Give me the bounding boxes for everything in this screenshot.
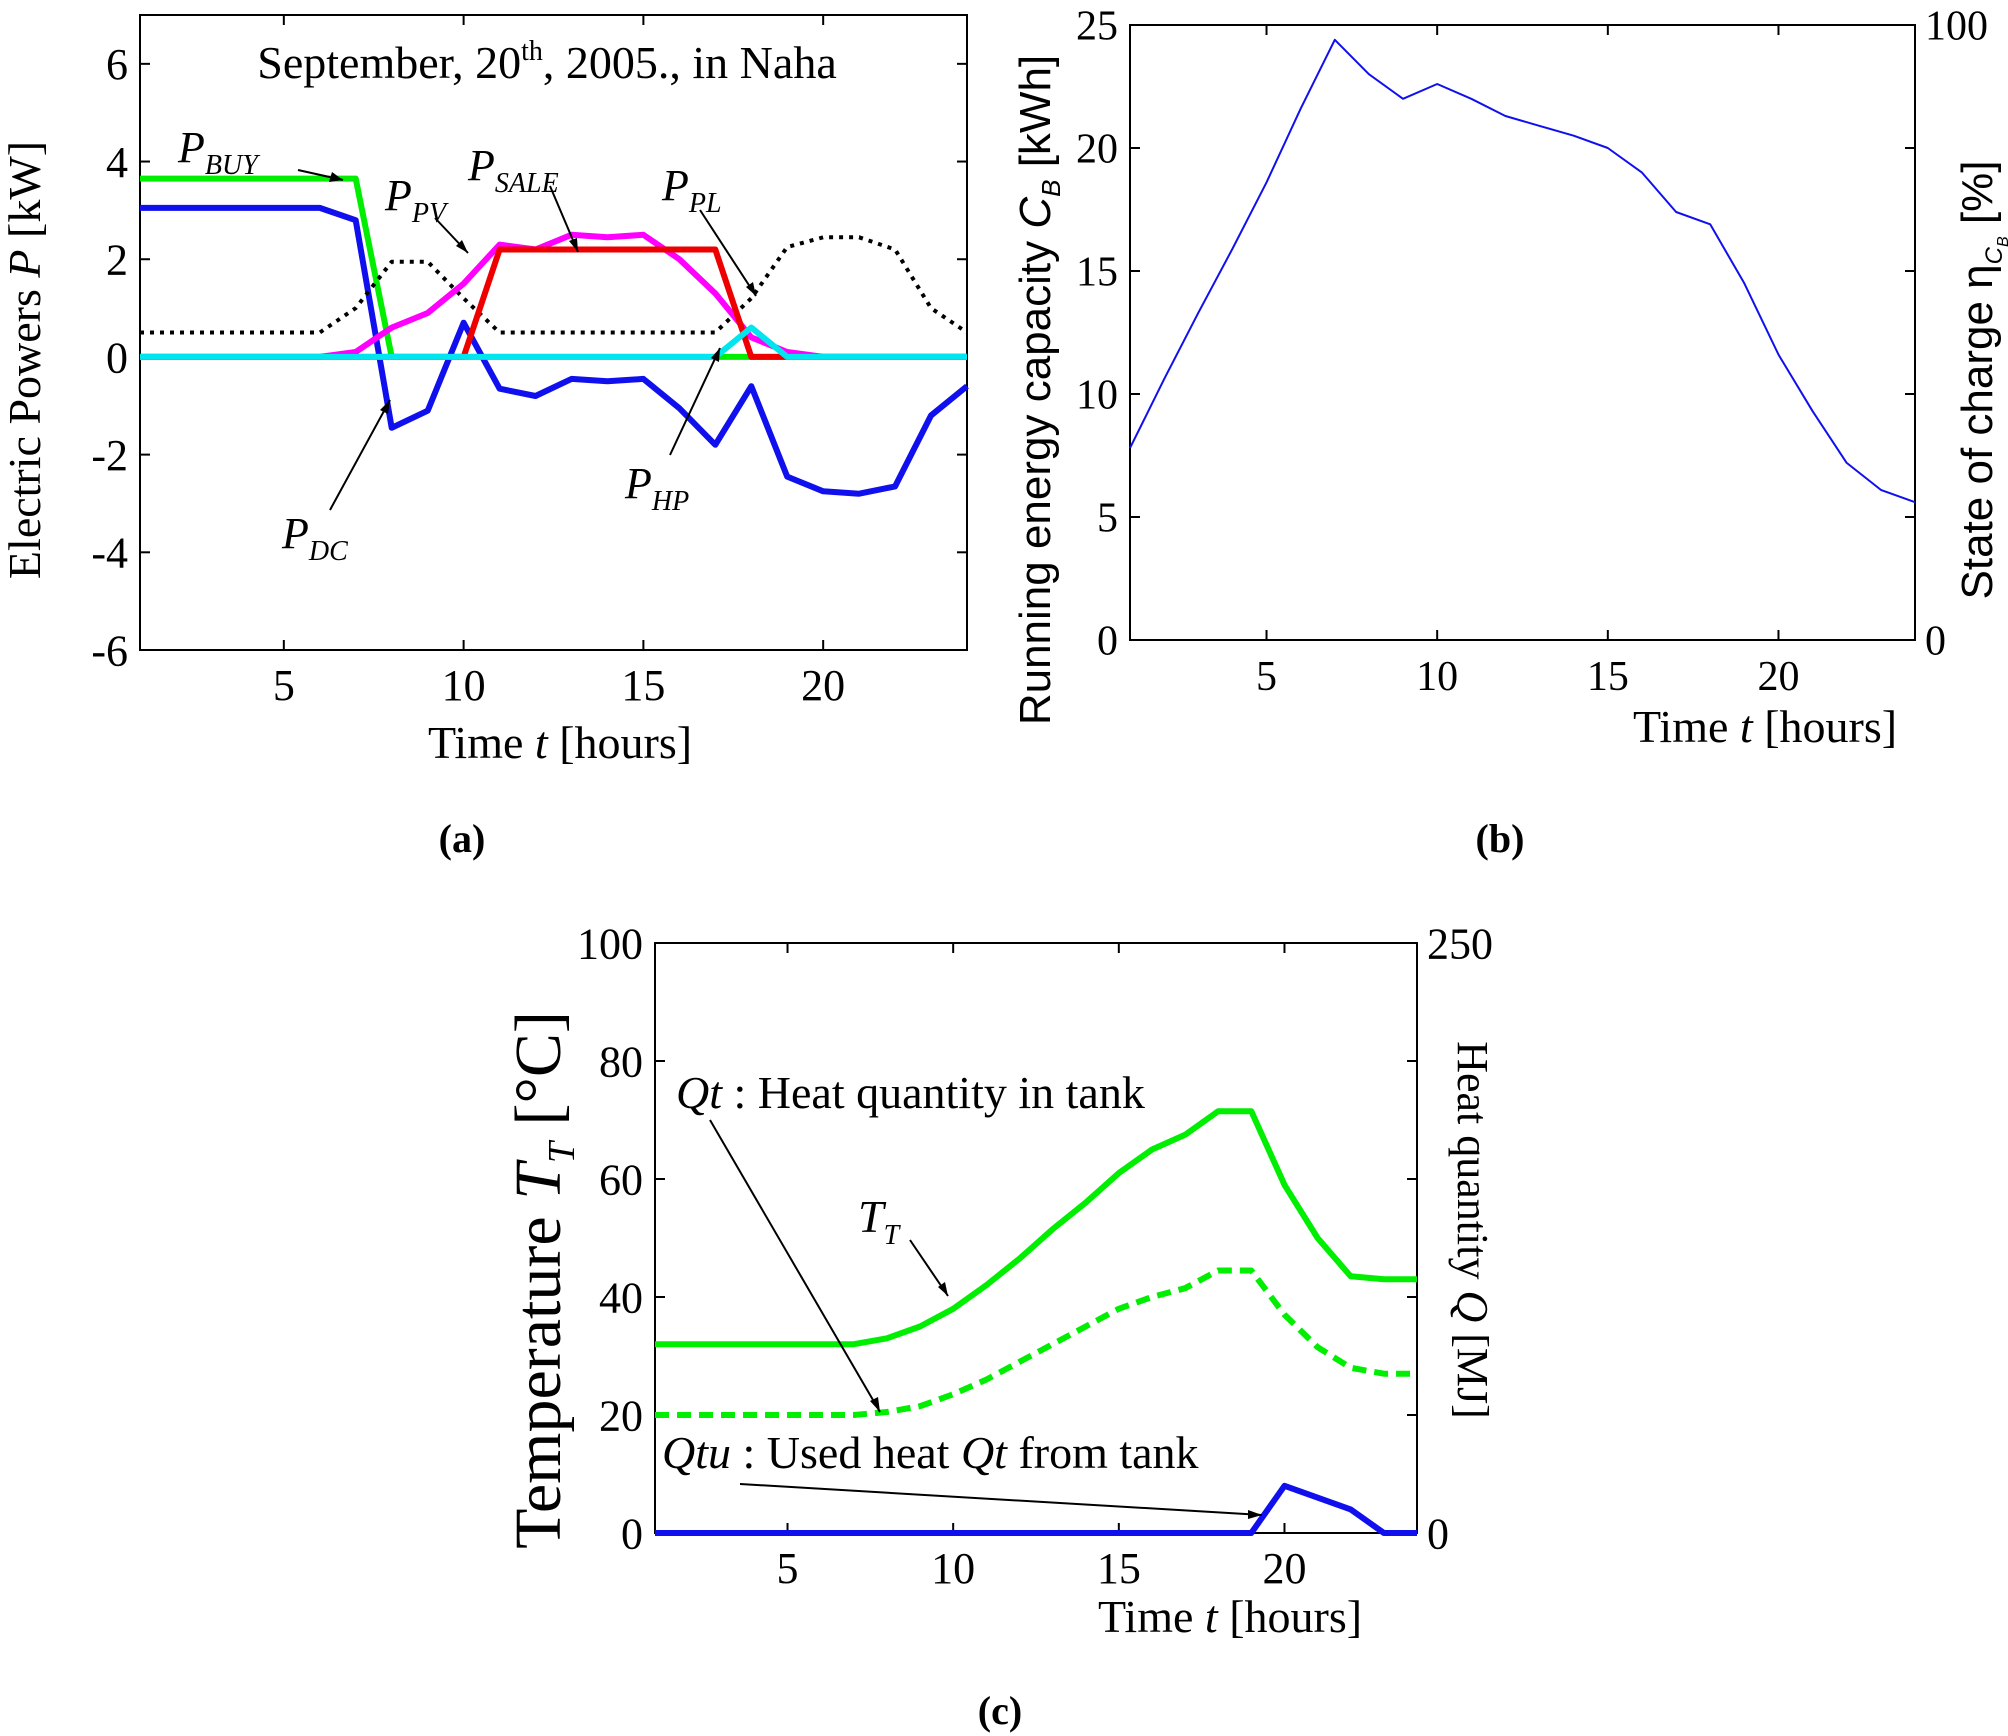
panel-a-ytick-label: 2 <box>106 236 128 285</box>
panel-b-ytick-label: 15 <box>1076 250 1118 296</box>
arrowhead-p-buy <box>329 172 343 182</box>
panel-b-ylabel: Running energy capacity CB [kWh] <box>1011 55 1066 725</box>
panel-c-ytick-label: 0 <box>621 1509 643 1558</box>
panel-c-xlabel: Time t [hours] <box>1098 1591 1362 1642</box>
annotation-p-buy: PBUY <box>177 123 261 181</box>
series-line-cb <box>1129 38 1916 504</box>
panel-c-ticks: 5 10 15 20 0 20 40 60 80 100 0 250 <box>577 919 1493 1593</box>
arrow-p-hp <box>669 347 721 456</box>
panel-c-y2tick-label: 0 <box>1427 1509 1449 1558</box>
panel-b-xlabel: Time t [hours] <box>1633 701 1897 752</box>
panel-a-ytick-label: 4 <box>106 138 128 187</box>
panel-a-ytick-label: 6 <box>106 40 128 89</box>
panel-a-arrowheads <box>329 172 756 414</box>
panel-b-plot-frame <box>1129 24 1916 641</box>
series-line-tt <box>655 1108 1417 1348</box>
panel-a-ticks: 5 10 15 20 -6 -4 -2 0 2 4 6 <box>91 15 967 710</box>
annotation-tt: TT <box>858 1191 902 1251</box>
panel-b-xtick-label: 15 <box>1587 654 1629 700</box>
panel-c-ytick-label: 40 <box>599 1273 643 1322</box>
panel-a-ytick-label: -4 <box>91 529 128 578</box>
panel-b-y2label: State of charge ηCB [%] <box>1953 161 2008 600</box>
arrowhead-p-pv <box>456 240 468 253</box>
series-line-qtu <box>655 1482 1417 1536</box>
panel-a-series <box>140 175 969 497</box>
panel-a-ytick-label: -6 <box>91 626 128 675</box>
panel-c-xtick-label: 20 <box>1262 1544 1306 1593</box>
series-line-sale <box>140 246 967 360</box>
panel-c: 5 10 15 20 0 20 40 60 80 100 0 250 Time t [hours] T… <box>502 919 1497 1733</box>
arrow-qt <box>709 1119 881 1413</box>
panel-a-xlabel: Time t [hours] <box>428 717 692 768</box>
panel-b-ytick-label: 25 <box>1076 4 1118 50</box>
panel-a: 5 10 15 20 -6 -4 -2 0 2 4 6 September, 20th, 2005.… <box>0 14 969 861</box>
annotation-qt: Qt : Heat quantity in tank <box>676 1067 1145 1118</box>
panel-b-ytick-label: 5 <box>1097 496 1118 542</box>
panel-c-ytick-label: 80 <box>599 1037 643 1086</box>
panel-c-ytick-label: 100 <box>577 919 643 968</box>
panel-a-label: (a) <box>439 816 486 861</box>
panel-b-y2tick-label: 100 <box>1925 4 1988 50</box>
panel-a-title: September, 20th, 2005., in Naha <box>257 36 837 88</box>
panel-c-xtick-label: 5 <box>777 1544 799 1593</box>
panel-c-xtick-label: 10 <box>931 1544 975 1593</box>
series-line-hp <box>140 324 967 360</box>
panel-b: 5 10 15 20 0 5 10 15 20 25 0 100 Time t [hours] Run… <box>1011 4 2008 861</box>
panel-c-xtick-label: 15 <box>1097 1544 1141 1593</box>
annotation-qtu: Qtu : Used heat Qt from tank <box>662 1427 1199 1478</box>
panel-b-series <box>1129 38 1916 504</box>
series-line-dc <box>140 204 969 497</box>
arrow-p-pl <box>699 209 757 297</box>
arrowhead-p-pl <box>746 282 756 296</box>
panel-b-ytick-label: 10 <box>1076 373 1118 419</box>
panel-b-xtick-label: 10 <box>1416 654 1458 700</box>
arrow-qtu <box>739 1483 1263 1516</box>
arrowhead-qtu <box>1248 1510 1262 1519</box>
panel-b-ytick-label: 20 <box>1076 127 1118 173</box>
panel-b-ticks: 5 10 15 20 0 5 10 15 20 25 0 100 <box>1076 4 1988 700</box>
panel-a-xtick-label: 10 <box>442 661 486 710</box>
panel-b-xtick-label: 5 <box>1256 654 1277 700</box>
annotation-p-sale: PSALE <box>467 141 559 199</box>
series-line-pv <box>140 231 967 360</box>
panel-a-ytick-label: 0 <box>106 333 128 382</box>
arrowhead-p-dc <box>380 400 390 414</box>
annotation-p-pv: PPV <box>384 171 449 229</box>
panel-b-label: (b) <box>1476 816 1525 861</box>
annotation-p-dc: PDC <box>281 509 348 567</box>
series-line-pl <box>140 235 969 335</box>
panel-c-ylabel: Temperature TT [°C] <box>502 1011 583 1549</box>
panel-a-xtick-label: 15 <box>621 661 665 710</box>
panel-b-y2tick-label: 0 <box>1925 619 1946 665</box>
panel-a-xtick-label: 5 <box>273 661 295 710</box>
panel-a-ylabel: Electric Powers P [kW] <box>0 141 50 579</box>
panel-c-series <box>655 1108 1417 1536</box>
panel-a-xtick-label: 20 <box>801 661 845 710</box>
panel-c-y2label: Heat quantity Q [MJ] <box>1448 1041 1497 1419</box>
panel-b-ytick-label: 0 <box>1097 619 1118 665</box>
panel-b-xtick-label: 20 <box>1757 654 1799 700</box>
panel-c-ytick-label: 60 <box>599 1155 643 1204</box>
panel-c-ytick-label: 20 <box>599 1391 643 1440</box>
panel-c-arrowheads <box>870 1282 1262 1519</box>
panel-a-ytick-label: -2 <box>91 431 128 480</box>
arrow-p-dc <box>329 399 391 511</box>
arrowhead-qt <box>870 1397 880 1412</box>
annotation-p-pl: PPL <box>661 161 722 219</box>
arrowhead-tt <box>938 1282 948 1296</box>
annotation-p-hp: PHP <box>624 459 689 517</box>
arrowhead-p-sale <box>569 238 578 252</box>
panel-c-y2tick-label: 250 <box>1427 919 1493 968</box>
panel-c-label: (c) <box>978 1688 1022 1733</box>
arrowhead-p-hp <box>711 348 720 362</box>
series-line-qt <box>655 1267 1417 1418</box>
